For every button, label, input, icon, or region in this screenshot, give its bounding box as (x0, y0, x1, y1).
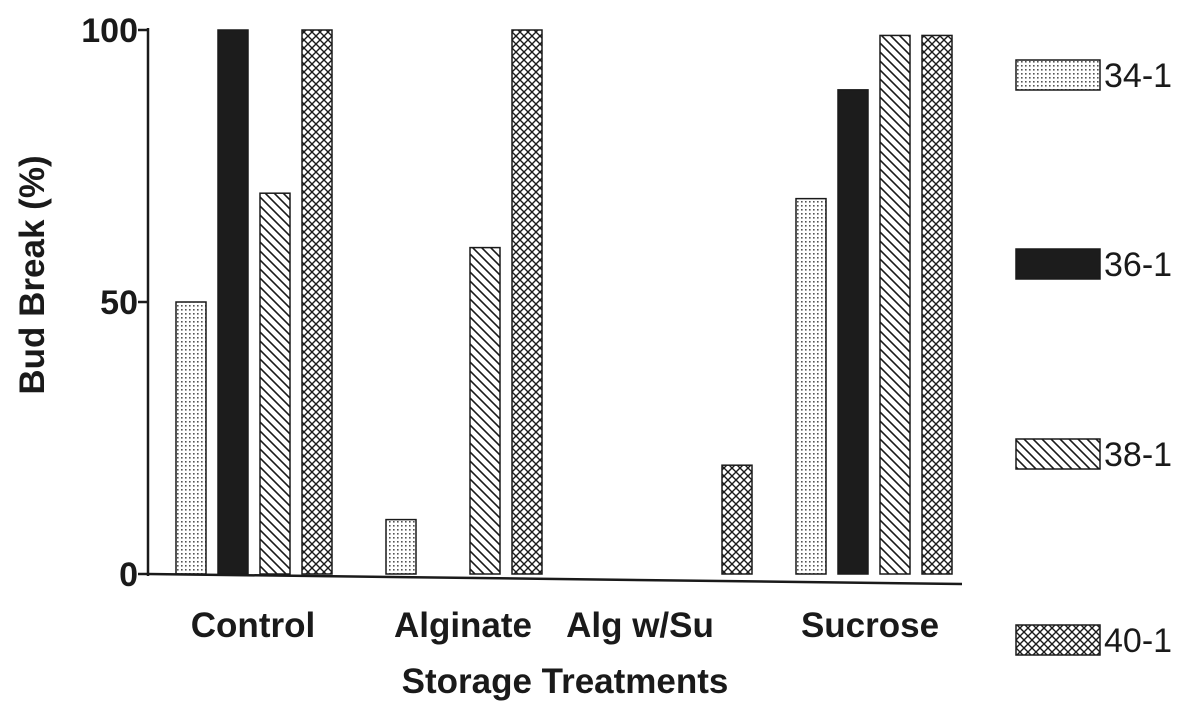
legend-swatch (1015, 624, 1101, 656)
legend-item-40-1: 40-1 (1015, 622, 1172, 660)
bar-36-1-sucrose (837, 89, 869, 575)
bar-36-1-control (217, 29, 249, 575)
bar-38-1-alginate (469, 246, 501, 575)
x-category-label: Alginate (394, 606, 532, 645)
x-category-label: Sucrose (801, 606, 939, 645)
legend-label: 34-1 (1104, 57, 1172, 95)
legend: 34-1 36-1 38-1 40-1 (1015, 57, 1172, 660)
y-tick-label: 100 (81, 12, 138, 50)
legend-label: 36-1 (1104, 246, 1172, 284)
x-axis-line (147, 572, 963, 586)
legend-swatch (1015, 59, 1101, 91)
y-tick-label: 0 (119, 556, 138, 594)
bar-40-1-control (301, 29, 333, 575)
y-axis-title: Bud Break (%) (13, 155, 52, 394)
bar-34-1-sucrose (795, 197, 827, 575)
legend-label: 38-1 (1104, 436, 1172, 474)
x-category-label: Control (191, 606, 315, 645)
legend-item-34-1: 34-1 (1015, 57, 1172, 95)
x-category-label: Alg w/Su (566, 606, 714, 645)
bar-34-1-control (175, 301, 207, 575)
legend-label: 40-1 (1104, 622, 1172, 660)
bar-40-1-sucrose (921, 34, 953, 575)
axes: 0 50 100 Control Alginate Alg w/Su Sucrose Stor… (13, 12, 963, 701)
bar-40-1-alg-w-su (721, 464, 753, 575)
legend-item-36-1: 36-1 (1015, 246, 1172, 284)
bar-34-1-alginate (385, 518, 417, 575)
legend-swatch (1015, 438, 1101, 470)
legend-item-38-1: 38-1 (1015, 436, 1172, 474)
bar-40-1-alginate (511, 29, 543, 575)
plot-area (175, 29, 953, 575)
legend-swatch (1015, 248, 1101, 280)
bar-38-1-sucrose (879, 34, 911, 575)
x-axis-title: Storage Treatments (402, 662, 729, 701)
y-tick-label: 50 (100, 284, 138, 322)
bar-38-1-control (259, 192, 291, 575)
